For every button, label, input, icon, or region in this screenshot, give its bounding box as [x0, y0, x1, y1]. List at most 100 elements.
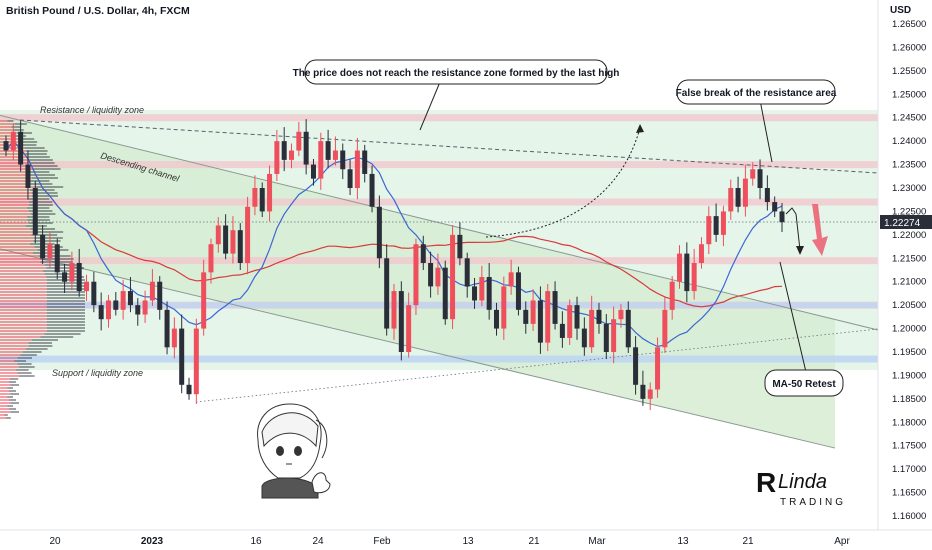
- vp-bar-sell: [46, 312, 85, 314]
- vp-bar-buy: [0, 159, 30, 161]
- callout-ma50-box: [764, 369, 844, 397]
- vp-bar-buy: [0, 279, 47, 281]
- vp-bar-sell: [46, 267, 84, 269]
- vp-bar-sell: [46, 321, 85, 323]
- vp-bar-sell: [31, 165, 58, 167]
- vp-bar-buy: [0, 309, 47, 311]
- vp-bar-buy: [0, 411, 11, 413]
- vp-bar-buy: [0, 210, 29, 212]
- vp-bar-sell: [44, 333, 81, 335]
- vp-bar-buy: [0, 237, 35, 239]
- candle-body: [193, 328, 199, 395]
- bearish-arrow: [812, 204, 828, 256]
- x-tick-label: Feb: [373, 536, 391, 547]
- vp-bar-sell: [29, 222, 53, 224]
- vp-bar-sell: [33, 240, 61, 242]
- vp-bar-sell: [29, 159, 53, 161]
- y-tick-label: 1.21500: [892, 253, 926, 264]
- vp-bar-buy: [0, 267, 47, 269]
- vp-bar-buy: [0, 339, 32, 341]
- candle-body: [340, 150, 346, 170]
- x-tick-label: 24: [312, 536, 324, 547]
- vp-bar-sell: [10, 393, 19, 395]
- vp-bar-buy: [0, 126, 12, 128]
- candle-body: [369, 173, 375, 207]
- candle-body: [625, 309, 631, 348]
- candle-body: [267, 173, 273, 212]
- vp-bar-buy: [0, 132, 18, 134]
- vp-bar-buy: [0, 174, 31, 176]
- projection-zigzag: [785, 207, 801, 251]
- vp-bar-sell: [31, 195, 58, 197]
- candle-body: [581, 328, 587, 348]
- vp-bar-buy: [0, 366, 20, 368]
- vp-bar-buy: [0, 327, 47, 329]
- vp-bar-sell: [7, 120, 14, 122]
- candle-body: [186, 384, 192, 395]
- vp-bar-buy: [0, 315, 47, 317]
- vp-bar-sell: [10, 384, 19, 386]
- y-tick-label: 1.24000: [892, 136, 926, 147]
- candle-body: [384, 258, 390, 329]
- candle-body: [76, 262, 82, 292]
- candle-body: [10, 131, 16, 151]
- vp-bar-buy: [0, 180, 28, 182]
- candle-body: [413, 244, 419, 306]
- callout-false-break-box: [676, 79, 836, 105]
- y-tick-label: 1.26000: [892, 42, 926, 53]
- candle-body: [47, 244, 53, 259]
- candle-body: [113, 300, 119, 310]
- vp-bar-sell: [18, 138, 35, 140]
- callout-ma50-pointer: [779, 261, 807, 373]
- candle-body: [603, 323, 609, 352]
- vp-bar-buy: [0, 219, 28, 221]
- vp-bar-sell: [31, 339, 58, 341]
- vp-bar-buy: [0, 303, 47, 305]
- vp-bar-sell: [7, 396, 13, 398]
- candle-body: [691, 262, 697, 292]
- vp-bar-sell: [34, 231, 64, 233]
- candle-body: [530, 300, 536, 324]
- vp-bar-sell: [27, 156, 50, 158]
- vp-bar-buy: [0, 360, 15, 362]
- character-illustration: [257, 403, 331, 499]
- vp-bar-buy: [0, 288, 47, 290]
- vp-bar-sell: [46, 318, 85, 320]
- candle-body: [237, 230, 243, 263]
- vp-bar-buy: [0, 270, 43, 272]
- candle-body: [347, 169, 353, 188]
- vp-bar-buy: [0, 372, 18, 374]
- candle-body: [742, 178, 748, 207]
- y-tick-label: 1.23500: [892, 160, 926, 171]
- candle-body: [596, 309, 602, 324]
- vp-bar-buy: [0, 363, 18, 365]
- vp-bar-sell: [25, 153, 47, 155]
- vp-bar-buy: [0, 246, 35, 248]
- vp-bar-sell: [22, 351, 42, 353]
- vp-bar-sell: [34, 237, 63, 239]
- vp-bar-buy: [0, 192, 32, 194]
- vp-bar-buy: [0, 300, 47, 302]
- candle-body: [208, 244, 214, 273]
- vp-bar-buy: [0, 234, 32, 236]
- zone-band: [0, 302, 878, 309]
- vp-bar-buy: [0, 285, 47, 287]
- candle-body: [698, 244, 704, 263]
- candle-body: [274, 141, 280, 174]
- support-zone-label: Support / liquidity zone: [52, 368, 143, 378]
- vp-bar-buy: [0, 138, 19, 140]
- vp-bar-sell: [28, 345, 53, 347]
- y-tick-label: 1.16000: [892, 511, 926, 522]
- candle-body: [713, 216, 719, 235]
- candle-body: [486, 277, 492, 310]
- zones: [0, 114, 878, 363]
- vp-bar-sell: [31, 177, 58, 179]
- candle-body: [728, 188, 734, 212]
- callout-top-box: [304, 59, 608, 85]
- vp-bar-sell: [34, 186, 64, 188]
- candle-body: [545, 291, 551, 343]
- vp-bar-buy: [0, 120, 8, 122]
- candle-body: [574, 305, 580, 329]
- candle-body: [764, 188, 770, 203]
